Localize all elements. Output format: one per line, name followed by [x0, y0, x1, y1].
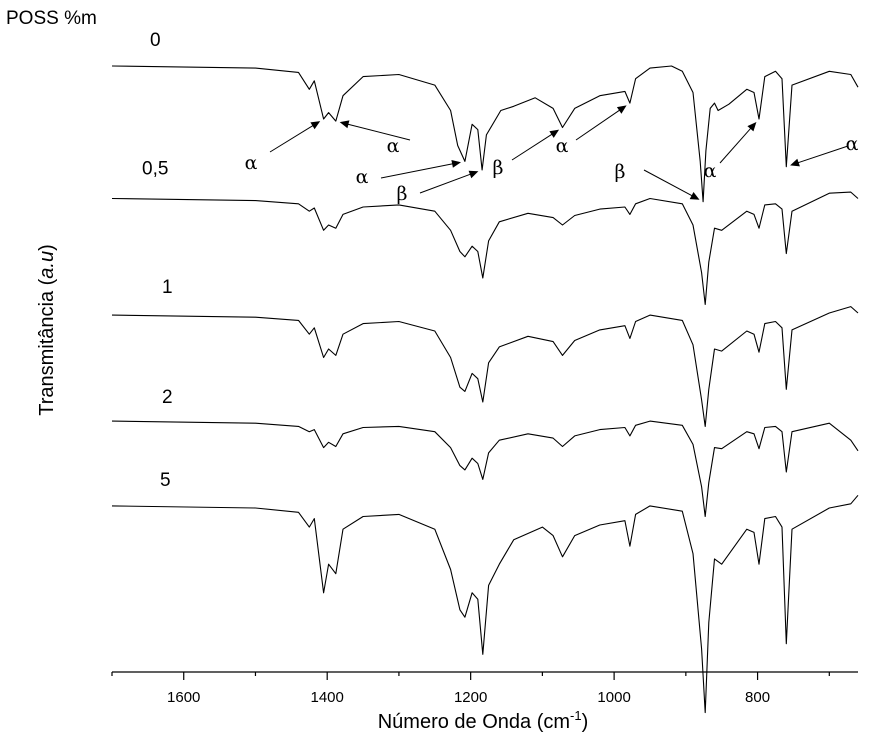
annotation-label-7: α: [704, 160, 717, 182]
annotation-label-5: α: [556, 135, 569, 157]
series-trace-2: [111, 306, 859, 427]
annotation-label-8: α: [846, 133, 859, 155]
x-axis-title-main: Número de Onda (cm: [378, 711, 570, 733]
series-trace-1: [111, 191, 859, 306]
annotation-arrow-8: [796, 145, 849, 164]
series-labels: 0 0,5 1 2 5: [142, 30, 173, 491]
annotation-arrowhead-6: [689, 192, 700, 200]
x-tick-label-1200: 1200: [454, 689, 487, 706]
series-label-1: 0,5: [142, 159, 168, 180]
annotation-arrowhead-0: [310, 121, 321, 130]
spectra-traces: [111, 65, 859, 714]
y-axis-title-main: Transmitância (: [36, 278, 58, 415]
y-axis-title-tail: ): [36, 244, 58, 251]
annotation-label-1: α: [387, 135, 400, 157]
x-tick-label-800: 800: [745, 689, 770, 706]
annotation-label-4: β: [493, 157, 504, 179]
annotation-arrowhead-2: [451, 160, 461, 168]
annotation-arrow-2: [380, 163, 455, 179]
series-trace-0: [111, 65, 859, 203]
annotation-arrowhead-5: [616, 105, 627, 114]
x-tick-label-1600: 1600: [167, 689, 200, 706]
x-axis-title-sup: -1: [570, 708, 582, 723]
x-tick-label-1400: 1400: [311, 689, 344, 706]
annotation-arrow-3: [419, 173, 472, 194]
x-tick-label-1000: 1000: [597, 689, 630, 706]
series-label-4: 5: [160, 470, 171, 491]
annotation-arrow-0: [269, 124, 315, 153]
annotation-arrow-6: [643, 169, 694, 197]
annotation-label-2: α: [356, 166, 369, 188]
annotation-label-0: α: [245, 152, 258, 174]
annotation-arrow-1: [346, 123, 411, 141]
y-axis-title: Transmitância (a.u): [36, 244, 58, 416]
series-label-3: 2: [162, 387, 173, 408]
annotation-label-3: β: [397, 183, 408, 205]
annotation-arrowhead-3: [468, 170, 479, 179]
x-axis: 1600 1400 1200 1000 800: [111, 671, 858, 706]
annotation-arrow-5: [575, 108, 622, 141]
annotation-arrowhead-4: [549, 129, 560, 138]
annotation-arrow-7: [719, 126, 753, 164]
x-axis-title: Número de Onda (cm-1): [378, 708, 589, 733]
legend-title: POSS %m: [6, 8, 97, 29]
annotation-arrow-4: [511, 133, 554, 161]
series-trace-4: [111, 494, 859, 714]
annotation-arrowhead-7: [747, 122, 757, 132]
annotation-arrowhead-1: [339, 120, 350, 129]
annotation-label-6: β: [615, 161, 626, 183]
series-label-0: 0: [150, 30, 161, 51]
annotation-arrowhead-8: [790, 158, 800, 167]
y-axis-title-italic: a.u: [36, 251, 58, 279]
x-axis-title-tail: ): [582, 711, 589, 733]
series-label-2: 1: [162, 277, 173, 298]
series-trace-3: [111, 420, 859, 518]
